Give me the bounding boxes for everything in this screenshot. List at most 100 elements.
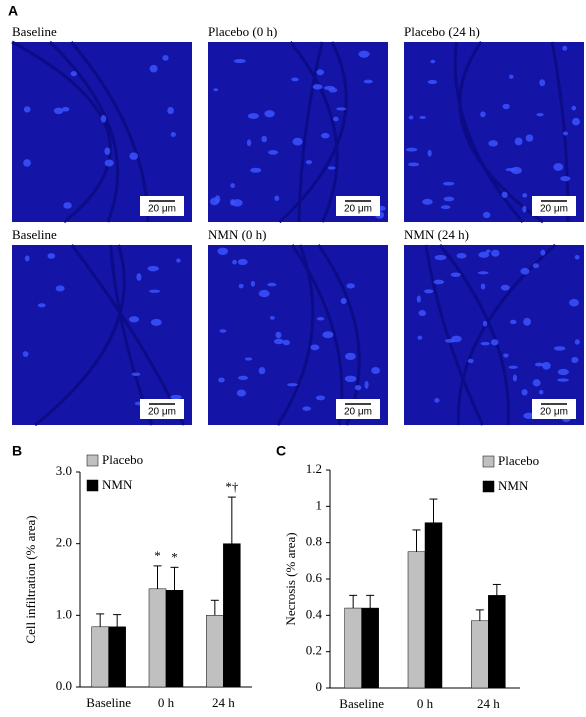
nucleus xyxy=(61,106,70,112)
fiber-border xyxy=(48,40,120,223)
micrograph xyxy=(208,42,388,222)
nucleus xyxy=(129,152,138,160)
significance-marker: * xyxy=(154,548,161,563)
micrograph xyxy=(12,42,192,222)
nucleus xyxy=(23,106,31,113)
nucleus xyxy=(510,166,522,175)
nucleus xyxy=(273,338,284,345)
nucleus xyxy=(218,377,225,383)
nucleus xyxy=(523,317,531,326)
significance-marker: * xyxy=(171,549,178,564)
y-tick-label: 0.4 xyxy=(306,606,323,621)
nucleus xyxy=(264,110,275,118)
nucleus xyxy=(488,140,499,147)
nucleus xyxy=(427,79,438,85)
nucleus xyxy=(354,385,362,391)
nucleus xyxy=(482,320,488,327)
nucleus xyxy=(502,103,510,110)
nucleus xyxy=(275,331,282,339)
image-caption: NMN (24 h) xyxy=(404,227,469,242)
y-tick-label: 1.2 xyxy=(306,461,322,476)
nucleus xyxy=(24,255,30,262)
bar xyxy=(488,595,506,689)
nucleus xyxy=(500,284,510,291)
panel-label: A xyxy=(8,3,18,19)
nucleus xyxy=(176,258,181,263)
nucleus xyxy=(485,249,491,253)
nucleus xyxy=(503,353,509,358)
nucleus xyxy=(131,372,141,377)
nucleus xyxy=(236,389,247,397)
nucleus xyxy=(150,318,162,326)
nucleus xyxy=(512,374,517,382)
y-tick-label: 0.0 xyxy=(56,678,72,693)
fiber-border xyxy=(453,41,524,223)
nucleus xyxy=(443,196,455,202)
fiber-border xyxy=(278,41,348,224)
nucleus xyxy=(237,258,248,266)
nucleus xyxy=(167,106,174,115)
nucleus xyxy=(327,166,336,170)
nucleus xyxy=(491,249,500,257)
nucleus xyxy=(563,131,568,136)
micrograph xyxy=(404,42,584,222)
nucleus xyxy=(553,346,566,351)
nucleus xyxy=(522,205,527,213)
nucleus xyxy=(217,247,229,255)
legend-label: Placebo xyxy=(498,453,539,468)
nucleus xyxy=(261,135,268,143)
nucleus xyxy=(501,191,508,198)
nucleus xyxy=(553,163,564,171)
nucleus xyxy=(562,45,568,51)
x-tick-label: 24 h xyxy=(477,696,500,711)
nucleus xyxy=(442,181,455,186)
nucleus xyxy=(287,383,298,387)
nucleus xyxy=(571,356,579,364)
nucleus xyxy=(291,77,299,82)
nucleus xyxy=(363,79,373,84)
nucleus xyxy=(571,105,577,111)
nucleus xyxy=(422,198,433,205)
nucleus xyxy=(522,193,528,198)
fiber-border xyxy=(424,244,485,426)
nucleus xyxy=(162,54,169,61)
nucleus xyxy=(149,64,158,73)
nucleus xyxy=(340,297,347,304)
nucleus xyxy=(478,251,490,258)
nucleus xyxy=(418,309,427,317)
bar xyxy=(361,607,379,689)
significance-marker: *† xyxy=(225,479,239,494)
nucleus xyxy=(344,352,356,361)
nucleus xyxy=(408,115,414,120)
y-tick-label: 0.6 xyxy=(306,570,323,585)
nucleus xyxy=(523,412,535,419)
nucleus xyxy=(451,335,462,343)
nucleus xyxy=(569,298,580,307)
bar xyxy=(424,522,443,689)
nucleus xyxy=(310,344,320,351)
image-caption: Placebo (24 h) xyxy=(404,24,480,39)
nucleus xyxy=(47,253,56,259)
nucleus xyxy=(170,131,176,138)
nucleus xyxy=(322,331,334,339)
nucleus xyxy=(148,289,161,293)
nucleus xyxy=(440,205,451,210)
bar xyxy=(148,588,167,688)
nucleus xyxy=(539,79,546,87)
nucleus xyxy=(508,74,514,79)
nucleus xyxy=(170,394,182,400)
nucleus xyxy=(315,395,326,401)
bar xyxy=(91,626,109,688)
image-caption: NMN (0 h) xyxy=(208,227,267,242)
nucleus xyxy=(258,289,270,298)
bar xyxy=(344,607,362,689)
y-tick-label: 2.0 xyxy=(56,535,72,550)
nucleus xyxy=(246,139,252,147)
fiber-border xyxy=(11,40,112,224)
legend-swatch xyxy=(482,455,495,468)
nucleus xyxy=(233,59,246,64)
nucleus xyxy=(37,303,46,308)
fiber-border xyxy=(34,244,126,427)
nucleus xyxy=(572,117,580,126)
panel-label: C xyxy=(276,443,286,459)
